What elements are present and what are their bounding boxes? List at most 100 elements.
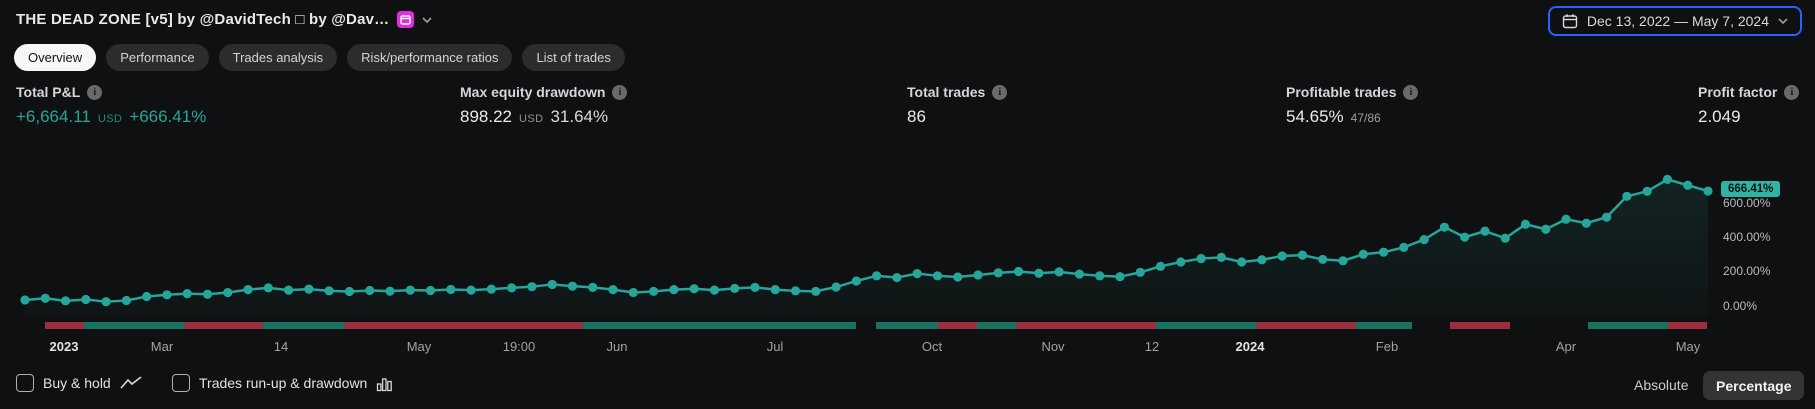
buy-hold-checkbox[interactable]	[16, 374, 34, 392]
strategy-title-row[interactable]: THE DEAD ZONE [v5] by @DavidTech □ by @D…	[16, 11, 432, 28]
info-icon[interactable]: i	[992, 84, 1008, 100]
runup-segment	[1156, 322, 1256, 329]
equity-data-point	[811, 286, 821, 296]
equity-area	[25, 179, 1708, 315]
x-axis-label: 2024	[1235, 339, 1265, 354]
equity-data-point	[1196, 253, 1206, 264]
equity-data-point	[304, 284, 314, 294]
stat-label: Total trades	[907, 84, 986, 100]
tab-trades-analysis[interactable]: Trades analysis	[218, 44, 338, 71]
x-axis-label: 12	[1144, 339, 1160, 354]
drawdown-segment	[344, 322, 583, 329]
stat-value: 54.65%	[1286, 107, 1344, 126]
calendar-icon	[1562, 14, 1578, 29]
tab-list-of-trades[interactable]: List of trades	[522, 44, 625, 71]
x-axis-label: May	[406, 339, 432, 354]
tab-performance[interactable]: Performance	[106, 44, 209, 71]
equity-data-point	[182, 288, 192, 299]
equity-data-point	[1155, 261, 1166, 271]
stat-value: 2.049	[1698, 107, 1741, 126]
equity-data-point	[202, 289, 213, 299]
stat-label: Total P&L	[16, 84, 81, 100]
equity-data-point	[790, 286, 801, 296]
equity-data-point	[1622, 191, 1632, 201]
bar-chart-icon	[377, 377, 393, 391]
equity-data-point	[142, 291, 152, 302]
info-icon[interactable]: i	[1784, 84, 1800, 100]
equity-data-point	[1054, 267, 1064, 277]
equity-data-point	[243, 285, 253, 295]
trades-runup-toggle: Trades run-up & drawdown	[172, 374, 393, 392]
equity-data-point	[1703, 186, 1713, 196]
percentage-toggle[interactable]: Percentage	[1703, 371, 1805, 400]
equity-data-point	[1216, 252, 1226, 262]
equity-data-point	[770, 285, 780, 295]
equity-data-point	[1399, 242, 1409, 252]
absolute-toggle[interactable]: Absolute	[1634, 377, 1689, 393]
line-chart-icon	[120, 376, 142, 389]
y-axis-label: 400.00%	[1723, 230, 1771, 244]
equity-data-point	[547, 279, 557, 290]
equity-data-point	[40, 293, 50, 303]
equity-data-point	[608, 285, 618, 295]
x-axis-label: Jun	[606, 339, 628, 354]
equity-data-point	[851, 276, 861, 286]
equity-data-point	[324, 286, 334, 296]
equity-data-point	[466, 285, 476, 295]
equity-data-point	[669, 285, 679, 295]
drawdown-segment	[1668, 322, 1707, 329]
y-axis-label: 600.00%	[1723, 196, 1771, 210]
runup-segment	[977, 322, 1016, 329]
date-range-picker[interactable]: Dec 13, 2022 — May 7, 2024	[1547, 6, 1802, 36]
x-axis-label: Oct	[921, 339, 943, 354]
equity-data-point	[1297, 250, 1308, 260]
equity-data-point	[1561, 214, 1571, 224]
drawdown-segment	[184, 322, 263, 329]
info-icon[interactable]: i	[1403, 84, 1419, 100]
x-axis-label: Mar	[150, 339, 174, 354]
equity-data-point	[730, 283, 740, 294]
equity-data-point	[263, 283, 273, 293]
stat-value: 898.22	[460, 107, 512, 126]
equity-data-point	[60, 296, 71, 306]
x-axis-label: 2023	[49, 339, 79, 354]
equity-data-point	[1237, 257, 1247, 267]
y-axis-label: 200.00%	[1723, 264, 1771, 278]
equity-data-point	[385, 286, 395, 296]
equity-data-point	[1439, 222, 1449, 232]
info-icon[interactable]: i	[612, 84, 628, 100]
x-axis-label: 14	[273, 339, 289, 354]
equity-data-point	[993, 268, 1003, 278]
last-value-badge: 666.41%	[1721, 181, 1781, 197]
equity-data-point	[1460, 232, 1470, 242]
trades-runup-checkbox[interactable]	[172, 374, 190, 392]
equity-data-point	[1662, 174, 1673, 184]
report-tabs: Overview Performance Trades analysis Ris…	[14, 44, 625, 71]
equity-data-point	[365, 285, 375, 296]
trades-runup-label: Trades run-up & drawdown	[199, 375, 368, 391]
info-icon[interactable]: i	[87, 84, 103, 100]
x-axis-label: Nov	[1041, 339, 1065, 354]
buy-hold-toggle: Buy & hold	[16, 374, 142, 392]
runup-segment	[263, 322, 344, 329]
equity-data-point	[1500, 233, 1510, 243]
x-axis-label: 19:00	[502, 339, 536, 354]
stat-total-pnl: Total P&L i +6,664.11 USD +666.41%	[16, 84, 206, 127]
x-axis-label: May	[1675, 339, 1701, 354]
strategy-title: THE DEAD ZONE [v5] by @DavidTech □ by @D…	[16, 11, 390, 28]
equity-data-point	[446, 284, 456, 295]
equity-data-point	[81, 294, 91, 305]
equity-data-point	[507, 283, 517, 293]
drawdown-segment	[1016, 322, 1156, 329]
equity-data-point	[1034, 268, 1044, 278]
tab-overview[interactable]: Overview	[14, 44, 97, 71]
equity-data-point	[1642, 186, 1652, 196]
runup-segment	[1588, 322, 1668, 329]
stat-secondary: 47/86	[1350, 111, 1381, 125]
tab-risk-performance-ratios[interactable]: Risk/performance ratios	[347, 44, 513, 71]
equity-data-point	[588, 282, 598, 292]
equity-data-point	[1135, 267, 1145, 277]
runup-segment	[876, 322, 938, 329]
equity-data-point	[709, 285, 720, 295]
